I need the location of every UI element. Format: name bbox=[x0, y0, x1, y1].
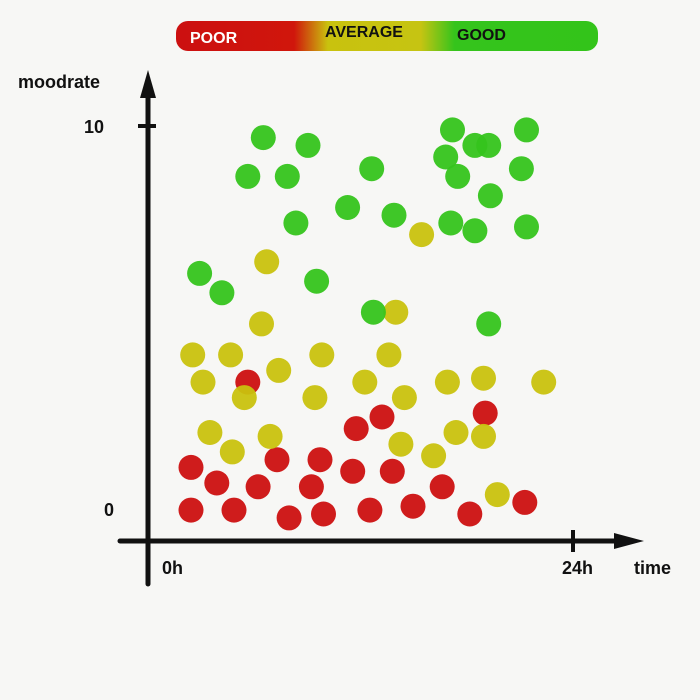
point-good-2 bbox=[440, 117, 465, 143]
point-poor-9 bbox=[204, 470, 230, 496]
point-good-5 bbox=[476, 132, 502, 158]
point-average-10 bbox=[231, 385, 257, 411]
point-good-3 bbox=[514, 117, 539, 143]
point-average-21 bbox=[254, 249, 280, 275]
point-poor-1 bbox=[221, 497, 247, 523]
point-average-6 bbox=[352, 369, 378, 395]
point-average-15 bbox=[443, 420, 469, 445]
point-poor-4 bbox=[357, 497, 383, 523]
point-poor-17 bbox=[343, 416, 369, 442]
data-points bbox=[178, 117, 557, 531]
point-average-2 bbox=[309, 342, 335, 368]
point-average-13 bbox=[197, 420, 223, 445]
point-average-16 bbox=[471, 423, 496, 449]
point-average-5 bbox=[190, 369, 216, 395]
point-good-14 bbox=[381, 202, 407, 228]
point-average-22 bbox=[249, 311, 274, 337]
x-tick-label-24h: 24h bbox=[562, 558, 594, 578]
point-average-12 bbox=[391, 385, 417, 411]
point-good-20 bbox=[209, 280, 235, 306]
y-tick-label-10: 10 bbox=[84, 117, 105, 137]
point-poor-12 bbox=[298, 474, 324, 500]
point-good-15 bbox=[283, 210, 309, 236]
y-axis-arrow bbox=[140, 70, 156, 98]
point-average-18 bbox=[388, 431, 414, 457]
x-tick-label-0h: 0h bbox=[162, 558, 184, 578]
point-average-17 bbox=[219, 439, 245, 465]
point-poor-10 bbox=[245, 474, 271, 500]
point-good-9 bbox=[274, 163, 300, 189]
point-good-6 bbox=[433, 144, 459, 170]
point-good-21 bbox=[304, 268, 330, 294]
point-average-23 bbox=[409, 222, 435, 248]
point-average-24 bbox=[383, 299, 409, 325]
point-good-16 bbox=[438, 210, 464, 236]
point-poor-6 bbox=[457, 501, 483, 527]
point-average-7 bbox=[434, 369, 460, 395]
y-tick-label-0: 0 bbox=[104, 500, 115, 520]
point-good-0 bbox=[250, 125, 276, 151]
legend-poor-label: POOR bbox=[190, 30, 238, 47]
point-good-11 bbox=[445, 163, 471, 189]
point-average-14 bbox=[257, 423, 283, 449]
point-good-18 bbox=[514, 214, 539, 240]
point-poor-18 bbox=[369, 404, 395, 430]
point-average-11 bbox=[302, 385, 328, 411]
point-poor-11 bbox=[264, 447, 290, 473]
point-average-19 bbox=[421, 443, 447, 469]
point-poor-3 bbox=[311, 501, 336, 527]
point-poor-16 bbox=[429, 474, 455, 500]
point-average-3 bbox=[376, 342, 402, 368]
point-poor-19 bbox=[472, 400, 498, 426]
point-poor-15 bbox=[379, 458, 405, 484]
point-good-17 bbox=[462, 218, 488, 244]
y-axis-label: moodrate bbox=[18, 72, 101, 92]
x-axis-arrow bbox=[614, 533, 644, 549]
point-good-19 bbox=[187, 260, 213, 286]
point-poor-2 bbox=[276, 505, 302, 531]
point-good-23 bbox=[476, 311, 502, 337]
point-poor-0 bbox=[178, 497, 204, 523]
point-average-8 bbox=[471, 365, 496, 391]
point-average-9 bbox=[531, 369, 557, 395]
point-good-22 bbox=[360, 299, 386, 325]
point-good-7 bbox=[508, 156, 534, 182]
point-average-4 bbox=[266, 357, 292, 383]
legend-bar bbox=[176, 21, 598, 51]
point-good-10 bbox=[359, 156, 385, 182]
point-poor-14 bbox=[340, 458, 366, 484]
x-axis-label: time bbox=[634, 558, 672, 578]
point-poor-7 bbox=[512, 489, 538, 515]
point-poor-13 bbox=[307, 447, 333, 473]
point-average-1 bbox=[218, 342, 244, 368]
point-good-1 bbox=[295, 132, 321, 158]
point-poor-5 bbox=[400, 493, 426, 519]
legend-good-label: GOOD bbox=[457, 27, 506, 44]
point-good-8 bbox=[235, 163, 261, 189]
point-average-0 bbox=[180, 342, 206, 368]
axes bbox=[117, 70, 644, 587]
point-good-12 bbox=[477, 183, 503, 209]
point-good-13 bbox=[335, 195, 361, 220]
point-average-20 bbox=[484, 482, 510, 508]
point-poor-8 bbox=[178, 454, 204, 480]
legend-average-label: AVERAGE bbox=[325, 24, 403, 41]
